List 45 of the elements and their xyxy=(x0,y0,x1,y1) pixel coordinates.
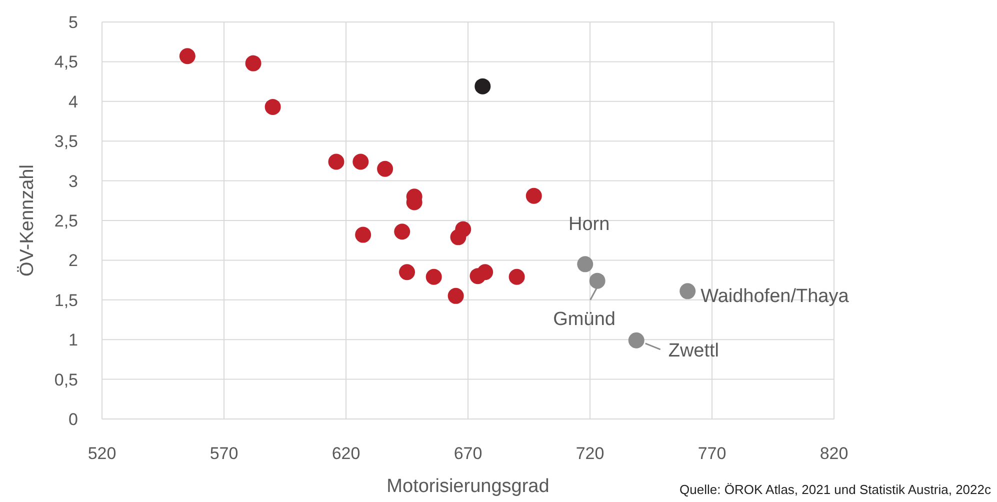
y-axis-title: ÖV-Kennzahl xyxy=(17,164,38,276)
x-tick-label: 620 xyxy=(332,444,360,463)
y-tick-label: 1 xyxy=(68,330,78,350)
x-tick-label: 720 xyxy=(576,444,604,463)
point xyxy=(474,78,491,94)
x-tick-label: 770 xyxy=(698,444,726,463)
point xyxy=(394,224,410,240)
point xyxy=(450,229,466,246)
x-tick-label: 570 xyxy=(210,444,238,463)
source-note: Quelle: ÖROK Atlas, 2021 und Statistik Austria, 2022c xyxy=(680,482,992,497)
y-tick-label: 5 xyxy=(68,13,78,32)
point xyxy=(680,283,696,300)
point xyxy=(589,272,606,289)
point xyxy=(377,160,394,177)
point xyxy=(355,226,372,243)
y-tick-label: 2,5 xyxy=(54,212,78,230)
y-tick-label: 0 xyxy=(68,410,78,429)
x-axis-title: Motorisierungsgrad xyxy=(386,476,550,497)
y-tick-label: 0,5 xyxy=(54,370,78,390)
point xyxy=(426,268,442,285)
point xyxy=(245,55,262,72)
point xyxy=(448,288,464,304)
annotation: Waidhofen/Thaya xyxy=(700,286,850,308)
point xyxy=(508,268,525,285)
y-tick-label: 3 xyxy=(68,172,78,191)
y-tick-label: 2 xyxy=(68,251,78,270)
x-tick-label: 820 xyxy=(820,444,848,463)
annotation: Horn xyxy=(568,214,610,236)
y-tick-label: 3,5 xyxy=(54,132,78,152)
point xyxy=(352,154,369,170)
point xyxy=(526,188,542,204)
y-tick-label: 4 xyxy=(68,92,78,112)
point xyxy=(264,98,281,115)
point xyxy=(399,264,415,280)
point xyxy=(328,154,344,170)
point xyxy=(628,332,644,348)
x-tick-label: 670 xyxy=(454,444,482,463)
x-tick-label: 520 xyxy=(88,444,116,463)
point xyxy=(577,256,594,272)
point xyxy=(179,48,196,64)
y-tick-label: 1,5 xyxy=(54,290,78,310)
annotation: Gmünd xyxy=(553,308,616,330)
y-tick-label: 4,5 xyxy=(54,52,78,72)
point xyxy=(477,264,494,280)
annotation: Zwettl xyxy=(668,340,720,362)
